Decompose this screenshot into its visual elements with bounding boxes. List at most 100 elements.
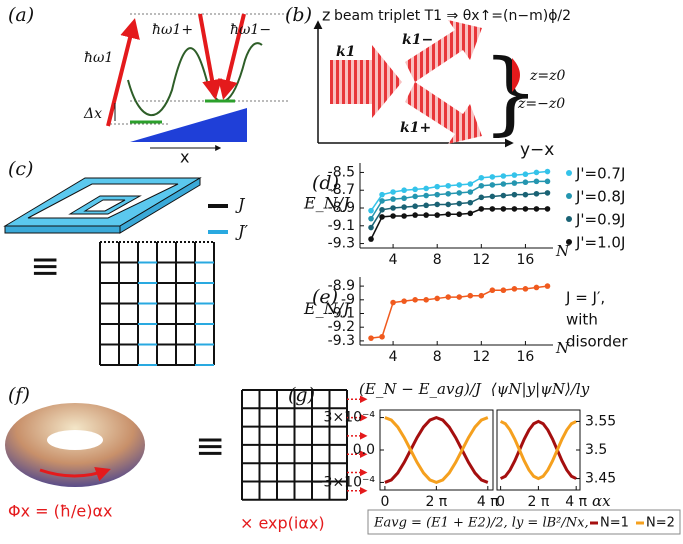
label: k1− bbox=[402, 32, 433, 48]
point bbox=[412, 203, 418, 209]
equiv: ≡ bbox=[30, 246, 60, 287]
point bbox=[545, 206, 551, 212]
point bbox=[401, 187, 407, 193]
point bbox=[401, 298, 407, 304]
point bbox=[545, 169, 551, 175]
point bbox=[368, 216, 374, 222]
brace: } bbox=[482, 40, 539, 145]
point bbox=[467, 293, 473, 299]
x-tick-label: 8 bbox=[433, 252, 442, 268]
point bbox=[479, 195, 485, 201]
point bbox=[501, 206, 507, 212]
y-tick-label: 3.5 bbox=[585, 442, 607, 458]
arrow bbox=[108, 22, 134, 126]
point bbox=[390, 213, 396, 219]
point bbox=[512, 172, 518, 178]
point bbox=[445, 211, 451, 217]
point bbox=[412, 297, 418, 303]
panel-c: (c) J J′ ≡ bbox=[5, 158, 248, 365]
equiv: ≡ bbox=[195, 426, 225, 467]
panel-label: (c) bbox=[8, 158, 33, 180]
series-line bbox=[385, 418, 488, 483]
figure: (a) ħω1 ħω1+ ħω1− Δx x (b) z beam triple… bbox=[0, 0, 683, 540]
x-tick-label: 2 π bbox=[425, 494, 447, 510]
point bbox=[423, 203, 429, 209]
label: z bbox=[322, 6, 330, 25]
point bbox=[423, 297, 429, 303]
point bbox=[479, 183, 485, 189]
panel-label: (f) bbox=[8, 384, 30, 406]
label: k1 bbox=[336, 44, 355, 60]
y-tick-label: 3×10⁻⁴ bbox=[324, 410, 376, 426]
label: y−x bbox=[520, 140, 554, 160]
legend-label: J'=1.0J bbox=[575, 234, 625, 252]
point bbox=[545, 283, 551, 289]
point bbox=[445, 294, 451, 300]
frame bbox=[5, 226, 120, 233]
point bbox=[467, 211, 473, 217]
point bbox=[456, 182, 462, 188]
point bbox=[512, 286, 518, 292]
label: Δx bbox=[83, 106, 102, 122]
series-line bbox=[385, 418, 488, 483]
legend-label: J′ bbox=[235, 222, 248, 241]
point bbox=[445, 183, 451, 189]
torus-hole bbox=[47, 430, 103, 450]
panel-label: (d) bbox=[312, 172, 339, 194]
label: Φx = (ħ/e)αx bbox=[8, 502, 113, 521]
point bbox=[379, 334, 385, 340]
point bbox=[445, 191, 451, 197]
point bbox=[501, 193, 507, 199]
point bbox=[490, 206, 496, 212]
point bbox=[412, 187, 418, 193]
point bbox=[479, 206, 485, 212]
legend-label: J'=0.9J bbox=[575, 211, 625, 229]
point bbox=[423, 193, 429, 199]
y-tick-label: -9.3 bbox=[328, 236, 355, 252]
point bbox=[490, 174, 496, 180]
annotation: with bbox=[566, 311, 598, 329]
point bbox=[512, 206, 518, 212]
point bbox=[434, 212, 440, 218]
panel-label: (g) bbox=[288, 384, 315, 406]
label: ħω1− bbox=[230, 22, 271, 38]
x-tick-label: 0 bbox=[496, 494, 505, 510]
series-line bbox=[501, 421, 577, 478]
point bbox=[379, 198, 385, 204]
point bbox=[379, 192, 385, 198]
point bbox=[434, 296, 440, 302]
y-axis-label: E_N/J bbox=[303, 299, 351, 318]
point bbox=[456, 190, 462, 196]
point bbox=[467, 181, 473, 187]
point bbox=[534, 179, 540, 185]
x-tick-label: 8 bbox=[433, 349, 442, 365]
panel-label: (a) bbox=[8, 4, 34, 26]
point bbox=[368, 208, 374, 214]
panel-f: (f) Φx = (ħ/e)αx ≡ × exp(iαx) bbox=[5, 384, 366, 533]
x-tick-label: 16 bbox=[517, 349, 535, 365]
point bbox=[467, 200, 473, 206]
point bbox=[434, 202, 440, 208]
label: z=−z0 bbox=[517, 96, 565, 112]
chart-title: ⟨ψN|y|ψN⟩/ly bbox=[491, 380, 590, 398]
potential bbox=[128, 43, 262, 115]
y-tick-label: -9.3 bbox=[328, 333, 355, 349]
point bbox=[501, 181, 507, 187]
point bbox=[534, 170, 540, 176]
point bbox=[512, 180, 518, 186]
x-tick-label: 4 bbox=[389, 349, 398, 365]
point bbox=[545, 179, 551, 185]
panel-a: (a) ħω1 ħω1+ ħω1− Δx x bbox=[8, 4, 290, 167]
point bbox=[456, 201, 462, 207]
point bbox=[445, 202, 451, 208]
annotation: disorder bbox=[566, 333, 628, 351]
y-tick-label: 3.55 bbox=[585, 413, 616, 429]
panel-b: (b) z beam triplet T1 ⇒ θx↑=(n−m)ϕ/2 k1 … bbox=[285, 4, 571, 160]
point bbox=[545, 190, 551, 196]
point bbox=[467, 189, 473, 195]
y-tick-label: 3.45 bbox=[585, 471, 616, 487]
legend-marker bbox=[566, 239, 572, 245]
label: z=z0 bbox=[529, 68, 565, 84]
y-tick-label: −3×10⁻⁴ bbox=[312, 474, 376, 490]
point bbox=[390, 189, 396, 195]
